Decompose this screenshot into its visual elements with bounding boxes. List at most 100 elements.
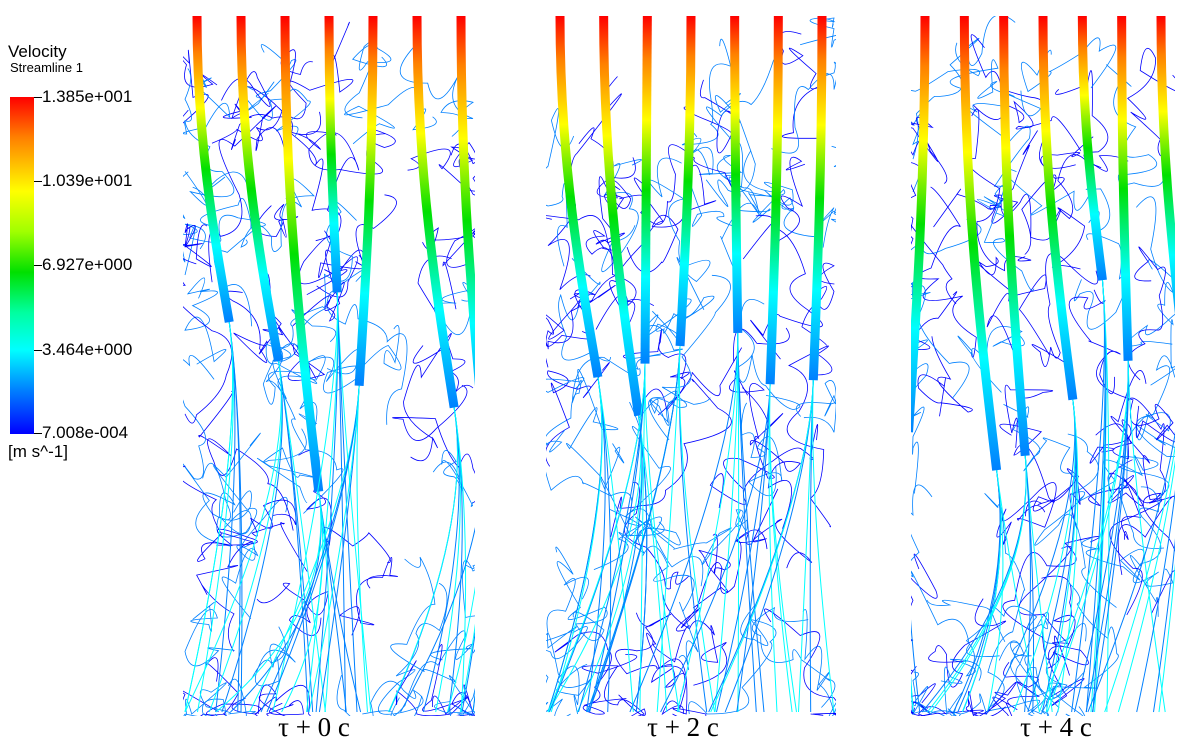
streamline-swirl (912, 16, 1016, 160)
jet-spread-streamline (447, 586, 475, 713)
streamline-swirl (546, 362, 610, 467)
streamline-swirl (555, 546, 608, 641)
jet-spread-streamline (215, 491, 322, 713)
streamline-swirl (338, 557, 398, 636)
jet-spread-streamline (1038, 360, 1129, 713)
streamline-swirl (546, 108, 575, 267)
jet-spread-streamline (184, 361, 282, 713)
streamline-swirl (992, 661, 1041, 716)
streamline-swirl (184, 171, 266, 276)
streamline-swirl (728, 176, 786, 223)
jet-spread-streamline (547, 415, 642, 713)
jet-spread-streamline (228, 322, 243, 713)
jet-spread-streamline (1087, 431, 1175, 713)
jet-streamline (236, 16, 284, 362)
jet-streamline (456, 16, 475, 387)
streamline-swirl (779, 31, 824, 139)
jet-spread-streamline (656, 346, 681, 713)
streamline-swirl (240, 178, 315, 252)
streamline-swirl (399, 46, 474, 137)
jet-spread-streamline (586, 346, 681, 713)
tick-mark (34, 97, 42, 98)
streamline-swirl (999, 423, 1129, 507)
streamline-panel-1 (183, 16, 475, 716)
jet-spread-streamline (921, 455, 1027, 713)
streamline-swirl (911, 553, 938, 675)
jet-streamline (1117, 16, 1133, 361)
jet-spread-streamline (1091, 360, 1129, 713)
jet-spread-streamline (1101, 280, 1110, 713)
streamline-swirl (1068, 289, 1121, 395)
jet-spread-streamline (769, 384, 797, 713)
streamline-plot-2 (546, 16, 836, 716)
streamline-swirl (183, 171, 206, 263)
streamline-swirl (206, 700, 304, 716)
tick-mark (34, 181, 42, 182)
jet-spread-streamline (812, 380, 835, 713)
jet-spread-streamline (388, 407, 458, 713)
jet-spread-streamline (597, 377, 634, 713)
tick-mark (34, 350, 42, 351)
streamline-swirl (933, 130, 1038, 228)
streamline-swirl (683, 79, 741, 154)
jet-spread-streamline (986, 399, 1076, 713)
streamline-swirl (615, 612, 685, 697)
jet-spread-streamline (1027, 399, 1077, 713)
streamline-swirl (686, 170, 736, 271)
streamline-swirl (619, 144, 741, 225)
streamline-swirl (1003, 404, 1073, 474)
jet-streamline (1077, 16, 1107, 281)
streamline-panel-3 (911, 16, 1193, 716)
jet-spread-streamline (422, 407, 460, 713)
streamline-swirl (554, 631, 627, 715)
jet-spread-streamline (708, 380, 814, 713)
streamline-swirl (795, 380, 836, 433)
streamline-swirl (183, 465, 258, 562)
streamline-swirl (648, 390, 711, 441)
tick-mark (34, 433, 42, 434)
streamline-swirl (692, 533, 731, 609)
streamline-swirl (911, 484, 1000, 658)
streamline-panel-2 (546, 16, 836, 716)
jet-spread-streamline (306, 292, 339, 713)
streamline-swirl (626, 164, 717, 273)
streamline-swirl (231, 684, 311, 716)
tick-label-min: 7.008e-004 (42, 423, 129, 442)
streamline-swirl (928, 598, 1007, 688)
jet-spread-streamline (272, 292, 338, 713)
streamline-swirl (764, 608, 836, 716)
streamline-swirl (392, 384, 475, 504)
jet-spread-streamline (629, 332, 739, 713)
jet-spread-streamline (1153, 537, 1175, 713)
streamline-swirl (911, 42, 980, 192)
jet-spread-streamline (798, 380, 814, 713)
jet-spread-streamline (221, 361, 283, 713)
streamline-swirl (1021, 37, 1116, 93)
streamline-swirl (984, 493, 1026, 709)
jet-spread-streamline (278, 361, 309, 713)
jet-spread-streamline (644, 363, 680, 713)
streamline-swirl (1126, 259, 1175, 347)
jet-spread-streamline (737, 332, 740, 713)
jet-spread-streamline (1158, 562, 1175, 713)
jet-streamline (599, 16, 644, 417)
jet-spread-streamline (737, 332, 765, 713)
jet-spread-streamline (459, 623, 475, 713)
streamline-swirl (183, 49, 218, 124)
streamline-swirl (432, 450, 474, 507)
streamline-swirl (224, 290, 287, 363)
streamline-swirl (917, 186, 977, 358)
jet-spread-streamline (260, 385, 360, 713)
streamline-swirl (546, 356, 641, 446)
streamline-swirl (250, 499, 308, 572)
streamline-swirl (673, 509, 748, 565)
jet-streamline (999, 16, 1030, 457)
streamline-swirl (1021, 136, 1094, 255)
jet-streamline (1156, 16, 1175, 316)
jet-spread-streamline (461, 630, 475, 713)
jet-spread-streamline (318, 491, 362, 713)
streamline-swirl (316, 194, 397, 298)
jet-streamline (280, 16, 324, 493)
streamline-swirl (308, 128, 396, 175)
legend-title: Velocity (8, 42, 67, 61)
